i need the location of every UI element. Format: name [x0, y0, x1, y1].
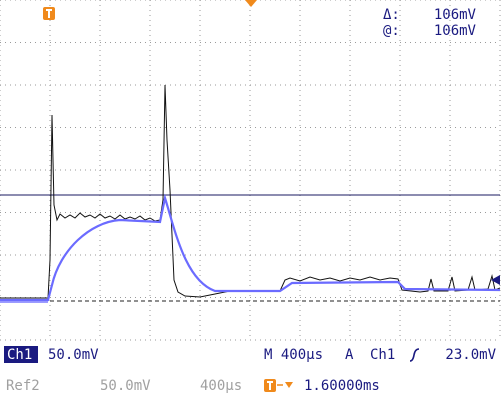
slope-icon — [409, 348, 420, 362]
delta-value: 106mV — [434, 7, 477, 23]
ref2-trace — [0, 193, 501, 302]
timebase: M 400µs — [264, 347, 323, 363]
ref-timebase: 400µs — [200, 378, 242, 394]
level-marker — [491, 275, 500, 285]
ref-volts-per-div: 50.0mV — [100, 378, 151, 394]
at-label: @: — [383, 23, 400, 39]
trigger-position-marker — [43, 7, 55, 20]
graticule — [0, 0, 501, 341]
trigger-source: Ch1 — [370, 347, 395, 363]
at-value: 106mV — [434, 23, 477, 39]
ch1-trace — [0, 84, 501, 299]
ref-name: Ref2 — [6, 378, 40, 394]
trigger-marker — [245, 0, 257, 7]
trigger-mode: A — [345, 347, 354, 363]
channel: Ch1 — [7, 347, 32, 363]
volts-per-div: 50.0mV — [48, 347, 99, 363]
trigger-level: 23.0mV — [445, 347, 496, 363]
delta-label: Δ: — [383, 7, 400, 23]
trigger-position: 1.60000ms — [304, 378, 380, 394]
trigger-position-icon — [264, 379, 293, 392]
channel-box — [4, 346, 38, 363]
baseline-band — [0, 300, 48, 303]
